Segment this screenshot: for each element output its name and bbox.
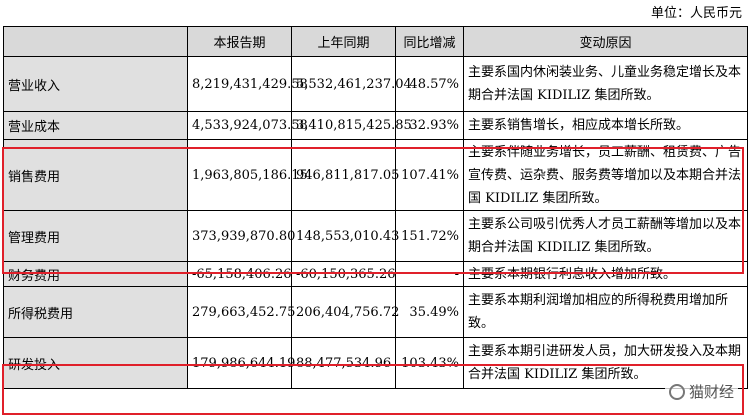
current-cell: 4,533,924,073.58: [187, 111, 308, 140]
change-cell: 35.49%: [395, 286, 464, 338]
change-cell: 151.72%: [395, 210, 464, 262]
reason-cell: 主要系公司吸引优秀人才员工薪酬等增加以及本期合并法国 KIDILIZ 集团所致。: [463, 210, 748, 262]
reason-cell: 主要系本期银行利息收入增加所致。: [463, 261, 748, 287]
item-cell: 销售费用: [3, 139, 188, 211]
current-cell: 1,963,805,186.15: [187, 139, 308, 211]
item-cell: 营业成本: [3, 111, 188, 140]
header-row: 本报告期 上年同期 同比增减 变动原因: [3, 26, 748, 57]
item-cell: 所得税费用: [3, 286, 188, 338]
header-cell: 同比增减: [395, 26, 464, 57]
item-cell: 营业收入: [3, 56, 188, 112]
change-cell: 48.57%: [395, 56, 464, 112]
table-row: 所得税费用 279,663,452.75 206,404,756.72 35.4…: [3, 286, 748, 338]
unit-label: 单位：人民币元: [650, 6, 742, 21]
current-cell: 8,219,431,429.58: [187, 56, 308, 112]
prior-cell: 5,532,461,237.04: [291, 56, 412, 112]
prior-cell: 3,410,815,425.85: [291, 111, 412, 140]
prior-cell: 206,404,756.72: [291, 286, 399, 338]
table-row: 营业成本 4,533,924,073.58 3,410,815,425.85 3…: [3, 111, 748, 140]
header-cell: 上年同期: [291, 26, 396, 57]
table-row: 销售费用 1,963,805,186.15 946,811,817.05 107…: [3, 139, 748, 211]
header-cell: 本报告期: [187, 26, 292, 57]
reason-cell: 主要系国内休闲装业务、儿童业务稳定增长及本期合并法国 KIDILIZ 集团所致。: [463, 56, 748, 112]
prior-cell: -60,150,365.26: [291, 261, 396, 287]
reason-cell: 主要系伴随业务增长，员工薪酬、租赁费、广告宣传费、运杂费、服务费等增加以及本期合…: [463, 139, 748, 211]
item-cell: 研发投入: [3, 337, 188, 389]
wechat-logo-icon: [668, 383, 685, 400]
prior-cell: 946,811,817.05: [291, 139, 399, 211]
current-cell: -65,158,406.26: [187, 261, 292, 287]
watermark-text: 猫财经: [688, 383, 734, 401]
watermark: 猫财经: [664, 380, 738, 403]
financial-table: 本报告期 上年同期 同比增减 变动原因 营业收入 8,219,431,429.5…: [3, 26, 748, 389]
change-cell: -: [395, 261, 464, 287]
reason-cell: 主要系本期利润增加相应的所得税费用增加所致。: [463, 286, 748, 338]
header-cell: 变动原因: [463, 26, 748, 57]
prior-cell: 148,553,010.43: [291, 210, 399, 262]
change-cell: 32.93%: [395, 111, 464, 140]
table-row: 管理费用 373,939,870.80 148,553,010.43 151.7…: [3, 210, 748, 262]
current-cell: 279,663,452.75: [187, 286, 295, 338]
change-cell: 107.41%: [395, 139, 464, 211]
current-cell: 179,986,644.19: [187, 337, 295, 389]
item-cell: 财务费用: [3, 261, 188, 287]
table-row: 营业收入 8,219,431,429.58 5,532,461,237.04 4…: [3, 56, 748, 112]
current-cell: 373,939,870.80: [187, 210, 295, 262]
prior-cell: 88,477,534.96: [291, 337, 396, 389]
header-cell: [3, 26, 188, 57]
table-row: 研发投入 179,986,644.19 88,477,534.96 103.43…: [3, 337, 748, 389]
change-cell: 103.43%: [395, 337, 464, 389]
item-cell: 管理费用: [3, 210, 188, 262]
table-row: 财务费用 -65,158,406.26 -60,150,365.26 - 主要系…: [3, 261, 748, 287]
reason-cell: 主要系销售增长，相应成本增长所致。: [463, 111, 748, 140]
